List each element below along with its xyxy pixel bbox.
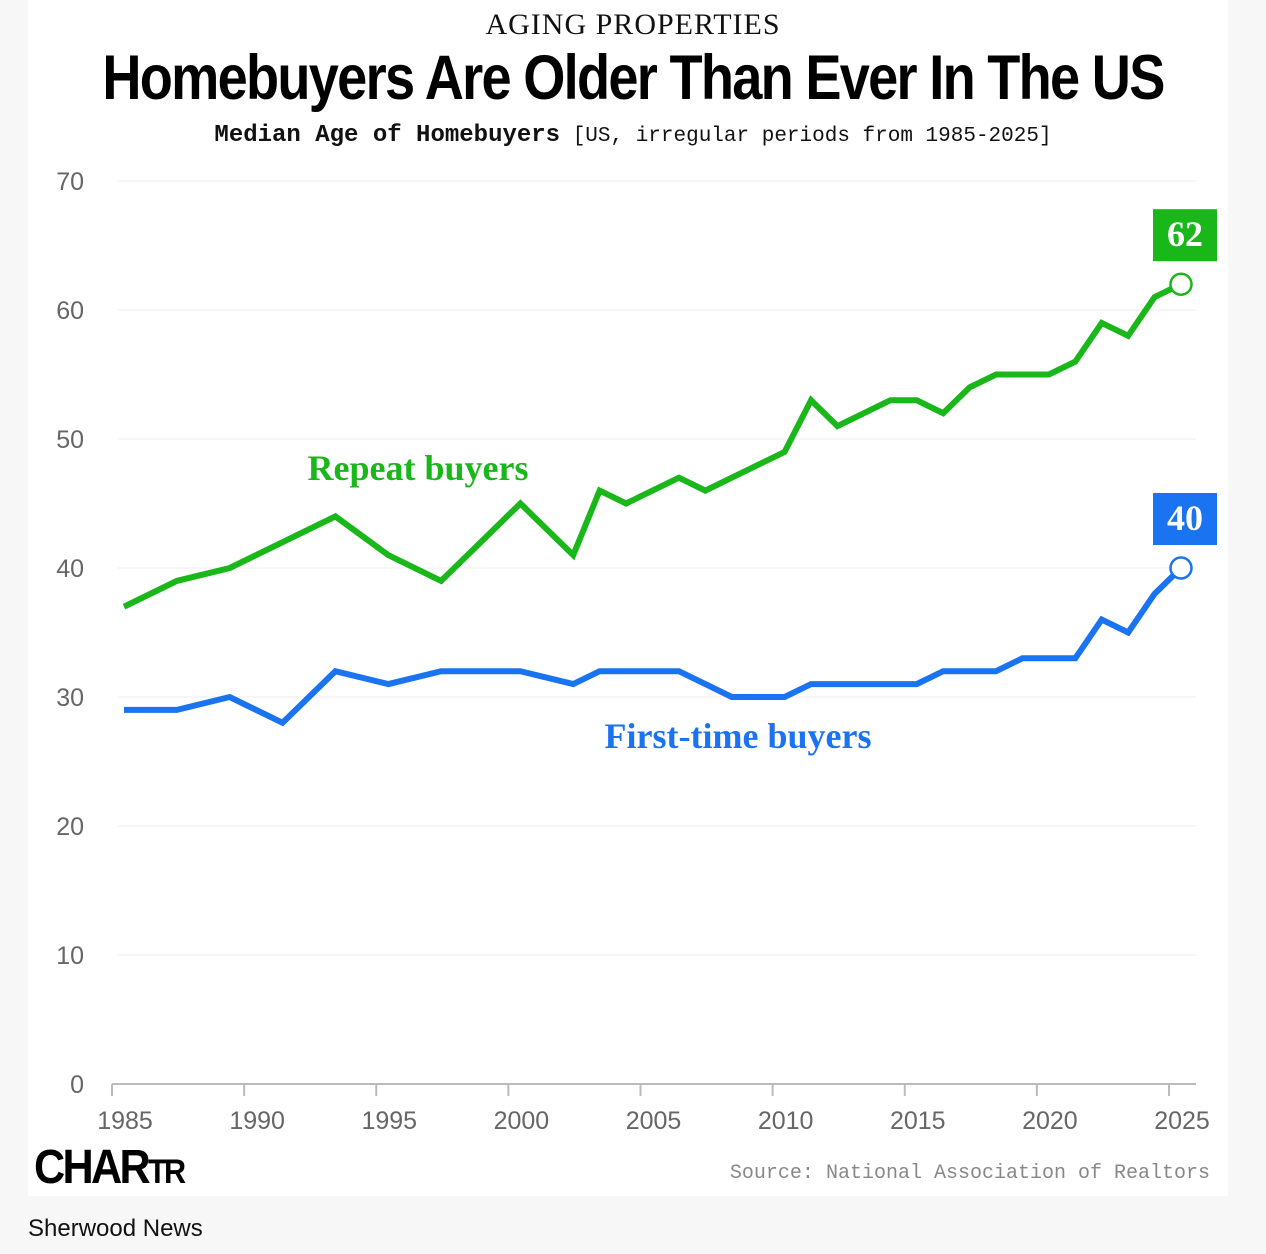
x-tick-label: 2015 [890,1107,946,1135]
x-tick-label: 2020 [1022,1107,1078,1135]
logo-main: CHAR [34,1141,151,1194]
x-axis: 1985 1990 1995 2000 2005 2010 2015 2020 2025 [97,1083,1210,1135]
source-note: Source: National Association of Realtors [729,1162,1210,1185]
x-tick-label: 2005 [626,1107,682,1135]
x-tick-label: 2010 [758,1107,814,1135]
repeat-buyers-line [122,281,1183,610]
publisher-name: Sherwood News [28,1215,203,1242]
repeat-buyers-label: Repeat buyers [308,448,529,488]
line-chart: 1985 1990 1995 2000 2005 2010 2015 2020 2025 0 10… [56,168,1217,1135]
chart-card [28,0,1228,1196]
x-tick-label: 1995 [361,1107,417,1135]
first-time-buyers-line [124,565,1184,727]
first-time-buyers-label: First-time buyers [605,716,872,756]
repeat-end-value: 62 [1167,214,1203,254]
y-tick-label: 10 [56,942,84,970]
gridlines [118,180,1196,956]
series-labels: 62 40 Repeat buyers First-time buyers [308,209,1217,756]
chart-title: Homebuyers Are Older Than Ever In The US [102,43,1165,113]
y-tick-label: 20 [56,813,84,841]
subtitle-scope: [US, irregular periods from 1985-2025] [572,125,1052,148]
x-tick-label: 2025 [1154,1107,1210,1135]
y-tick-label: 40 [56,555,84,583]
repeat-end-point [1169,272,1193,296]
y-tick-label: 50 [56,426,84,454]
y-tick-label: 70 [56,168,84,196]
y-tick-label: 60 [56,297,84,325]
chart-subtitle: Median Age of Homebuyers [US, irregular … [0,122,1266,149]
subtitle-metric: Median Age of Homebuyers [214,122,561,149]
first-time-end-point [1169,556,1193,580]
logo-small: TR [147,1153,186,1191]
x-tick-label: 2000 [494,1107,550,1135]
repeat-end-badge [1153,209,1217,262]
y-tick-label: 30 [56,684,84,712]
x-tick-label: 1990 [229,1107,285,1135]
chartr-logo: CHARTR [34,1140,186,1195]
y-axis: 0 10 20 30 40 50 60 70 [56,168,84,1099]
series-lines [122,272,1193,727]
first-time-end-badge [1153,493,1217,545]
chart-kicker: AGING PROPERTIES [485,8,781,41]
x-tick-label: 1985 [97,1107,153,1135]
y-tick-label: 0 [70,1071,84,1099]
first-time-end-value: 40 [1167,498,1203,538]
